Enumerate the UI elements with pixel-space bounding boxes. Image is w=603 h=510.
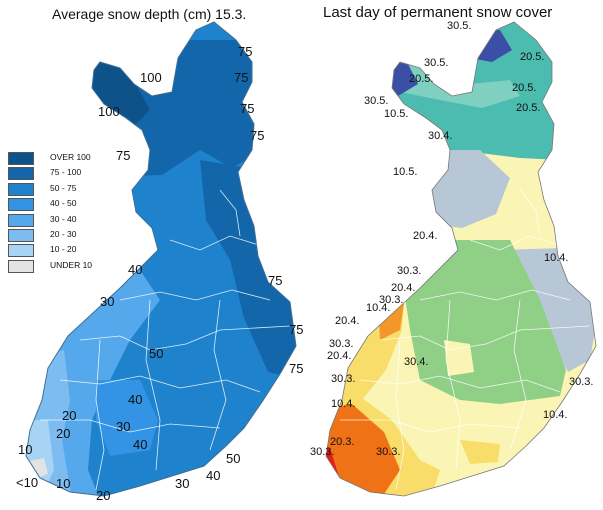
depth-label: 30	[116, 419, 131, 434]
legend-swatch	[8, 259, 34, 273]
date-label: 30.3.	[331, 373, 356, 385]
depth-label: 100	[140, 70, 162, 85]
zone-20-5	[360, 22, 570, 160]
depth-label: 20	[62, 408, 77, 423]
date-label: 20.5.	[409, 73, 434, 85]
depth-label: <10	[16, 475, 39, 490]
depth-label: 75	[289, 361, 304, 376]
legend-label: UNDER 10	[50, 259, 93, 270]
depth-label: 50	[149, 346, 164, 361]
legend-label: 20 - 30	[50, 228, 77, 239]
legend-swatch	[8, 152, 34, 165]
zone-40-50	[96, 380, 158, 456]
date-label: 20.4.	[413, 230, 438, 242]
depth-label: 75	[238, 44, 253, 59]
date-label: 10.5.	[393, 166, 418, 178]
legend-swatch	[8, 213, 34, 227]
depth-label: 30	[100, 294, 115, 309]
legend-label: 75 - 100	[50, 167, 82, 178]
region-borders-left	[40, 189, 291, 491]
region-borders-right	[340, 189, 591, 491]
depth-label: 75	[234, 70, 249, 85]
date-label: 20.3.	[330, 436, 355, 448]
zone-10-4-east	[460, 440, 500, 464]
depth-label: 10	[56, 476, 71, 491]
zone-20-3-south	[326, 404, 400, 496]
legend-label: 10 - 20	[50, 244, 77, 255]
date-label: 20.5.	[512, 82, 537, 94]
date-label: 30.5.	[364, 95, 389, 107]
legend-label: 50 - 75	[50, 182, 77, 193]
date-label: 30.5.	[447, 20, 472, 32]
depth-label: 10	[18, 442, 33, 457]
date-label: 20.5.	[520, 51, 545, 63]
depth-label: 20	[96, 488, 111, 503]
date-label: 20.5.	[516, 102, 541, 114]
depth-label: 40	[133, 437, 148, 452]
date-label: 30.3.	[376, 446, 401, 458]
date-label: 30.3.	[379, 294, 404, 306]
date-label: 10.4.	[331, 398, 356, 410]
date-label: 30.3.	[569, 376, 594, 388]
depth-label: 75	[240, 101, 255, 116]
legend-label: 40 - 50	[50, 198, 77, 209]
date-label: 10.4.	[366, 302, 391, 314]
date-label: 10.4.	[544, 252, 569, 264]
date-label: 20.4.	[391, 282, 416, 294]
left-map-title: Average snow depth (cm) 15.3.	[52, 6, 247, 22]
right-map-title: Last day of permanent snow cover	[323, 4, 553, 21]
legend-swatch	[8, 198, 34, 212]
depth-label: 100	[98, 104, 120, 119]
depth-label: 75	[250, 128, 265, 143]
date-label: 30.5.	[424, 57, 449, 69]
legend-swatch	[8, 167, 34, 181]
depth-label: 75	[268, 273, 283, 288]
date-label: 30.4.	[404, 356, 429, 368]
zone-20-4	[404, 240, 566, 404]
zone-30-4-inner	[444, 340, 474, 376]
date-label: 10.5.	[384, 108, 409, 120]
date-label: 30.3.	[310, 446, 335, 458]
legend-swatch	[8, 244, 34, 258]
legend-label: OVER 100	[50, 152, 91, 162]
depth-label: 40	[128, 262, 143, 277]
depth-label: 20	[56, 426, 71, 441]
legend-label: 30 - 40	[50, 213, 77, 224]
legend-swatch	[8, 228, 34, 242]
depth-label: 30	[175, 476, 190, 491]
date-label: 20.4.	[335, 315, 360, 327]
depth-label: 50	[226, 451, 241, 466]
depth-label: 75	[289, 322, 304, 337]
depth-label: 40	[128, 392, 143, 407]
depth-label: 75	[116, 148, 131, 163]
date-label: 10.4.	[543, 409, 568, 421]
date-label: 30.3.	[329, 338, 354, 350]
date-label: 20.4.	[327, 350, 352, 362]
legend-swatch	[8, 182, 34, 196]
zone-75-100-east	[200, 160, 296, 380]
date-label: 30.4.	[428, 130, 453, 142]
depth-label: 40	[206, 468, 221, 483]
date-label: 30.3.	[397, 265, 422, 277]
